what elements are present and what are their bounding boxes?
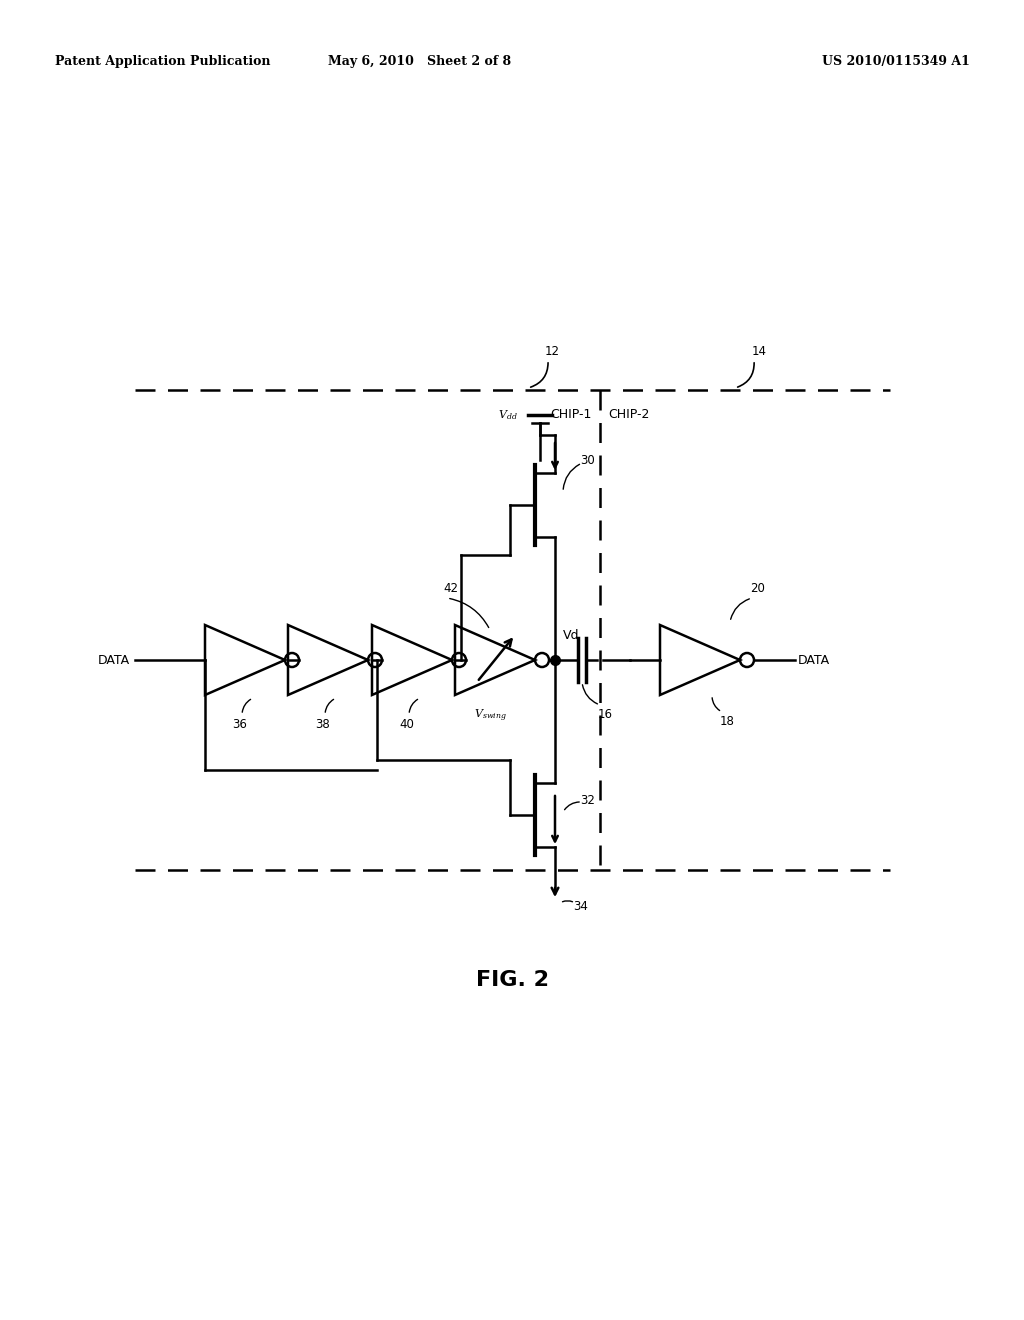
Text: 18: 18 [720, 715, 735, 729]
Text: $\mathregular{V_{swing}}$: $\mathregular{V_{swing}}$ [473, 708, 507, 725]
Text: FIG. 2: FIG. 2 [475, 970, 549, 990]
Text: 32: 32 [580, 793, 595, 807]
Text: May 6, 2010   Sheet 2 of 8: May 6, 2010 Sheet 2 of 8 [329, 55, 512, 69]
Text: Vd: Vd [563, 630, 580, 642]
Text: DATA: DATA [98, 653, 130, 667]
Text: Patent Application Publication: Patent Application Publication [55, 55, 270, 69]
Text: DATA: DATA [798, 653, 830, 667]
Text: US 2010/0115349 A1: US 2010/0115349 A1 [822, 55, 970, 69]
Text: 12: 12 [545, 345, 560, 358]
Text: 16: 16 [598, 708, 613, 721]
Text: $\mathregular{V_{dd}}$: $\mathregular{V_{dd}}$ [499, 408, 518, 422]
Text: 14: 14 [752, 345, 767, 358]
Text: CHIP-1: CHIP-1 [551, 408, 592, 421]
Text: CHIP-2: CHIP-2 [608, 408, 649, 421]
Text: 38: 38 [315, 718, 331, 731]
Text: 36: 36 [232, 718, 248, 731]
Text: 20: 20 [750, 582, 765, 595]
Text: 30: 30 [580, 454, 595, 466]
Text: 40: 40 [399, 718, 415, 731]
Text: 42: 42 [443, 582, 458, 595]
Text: 34: 34 [573, 900, 588, 913]
